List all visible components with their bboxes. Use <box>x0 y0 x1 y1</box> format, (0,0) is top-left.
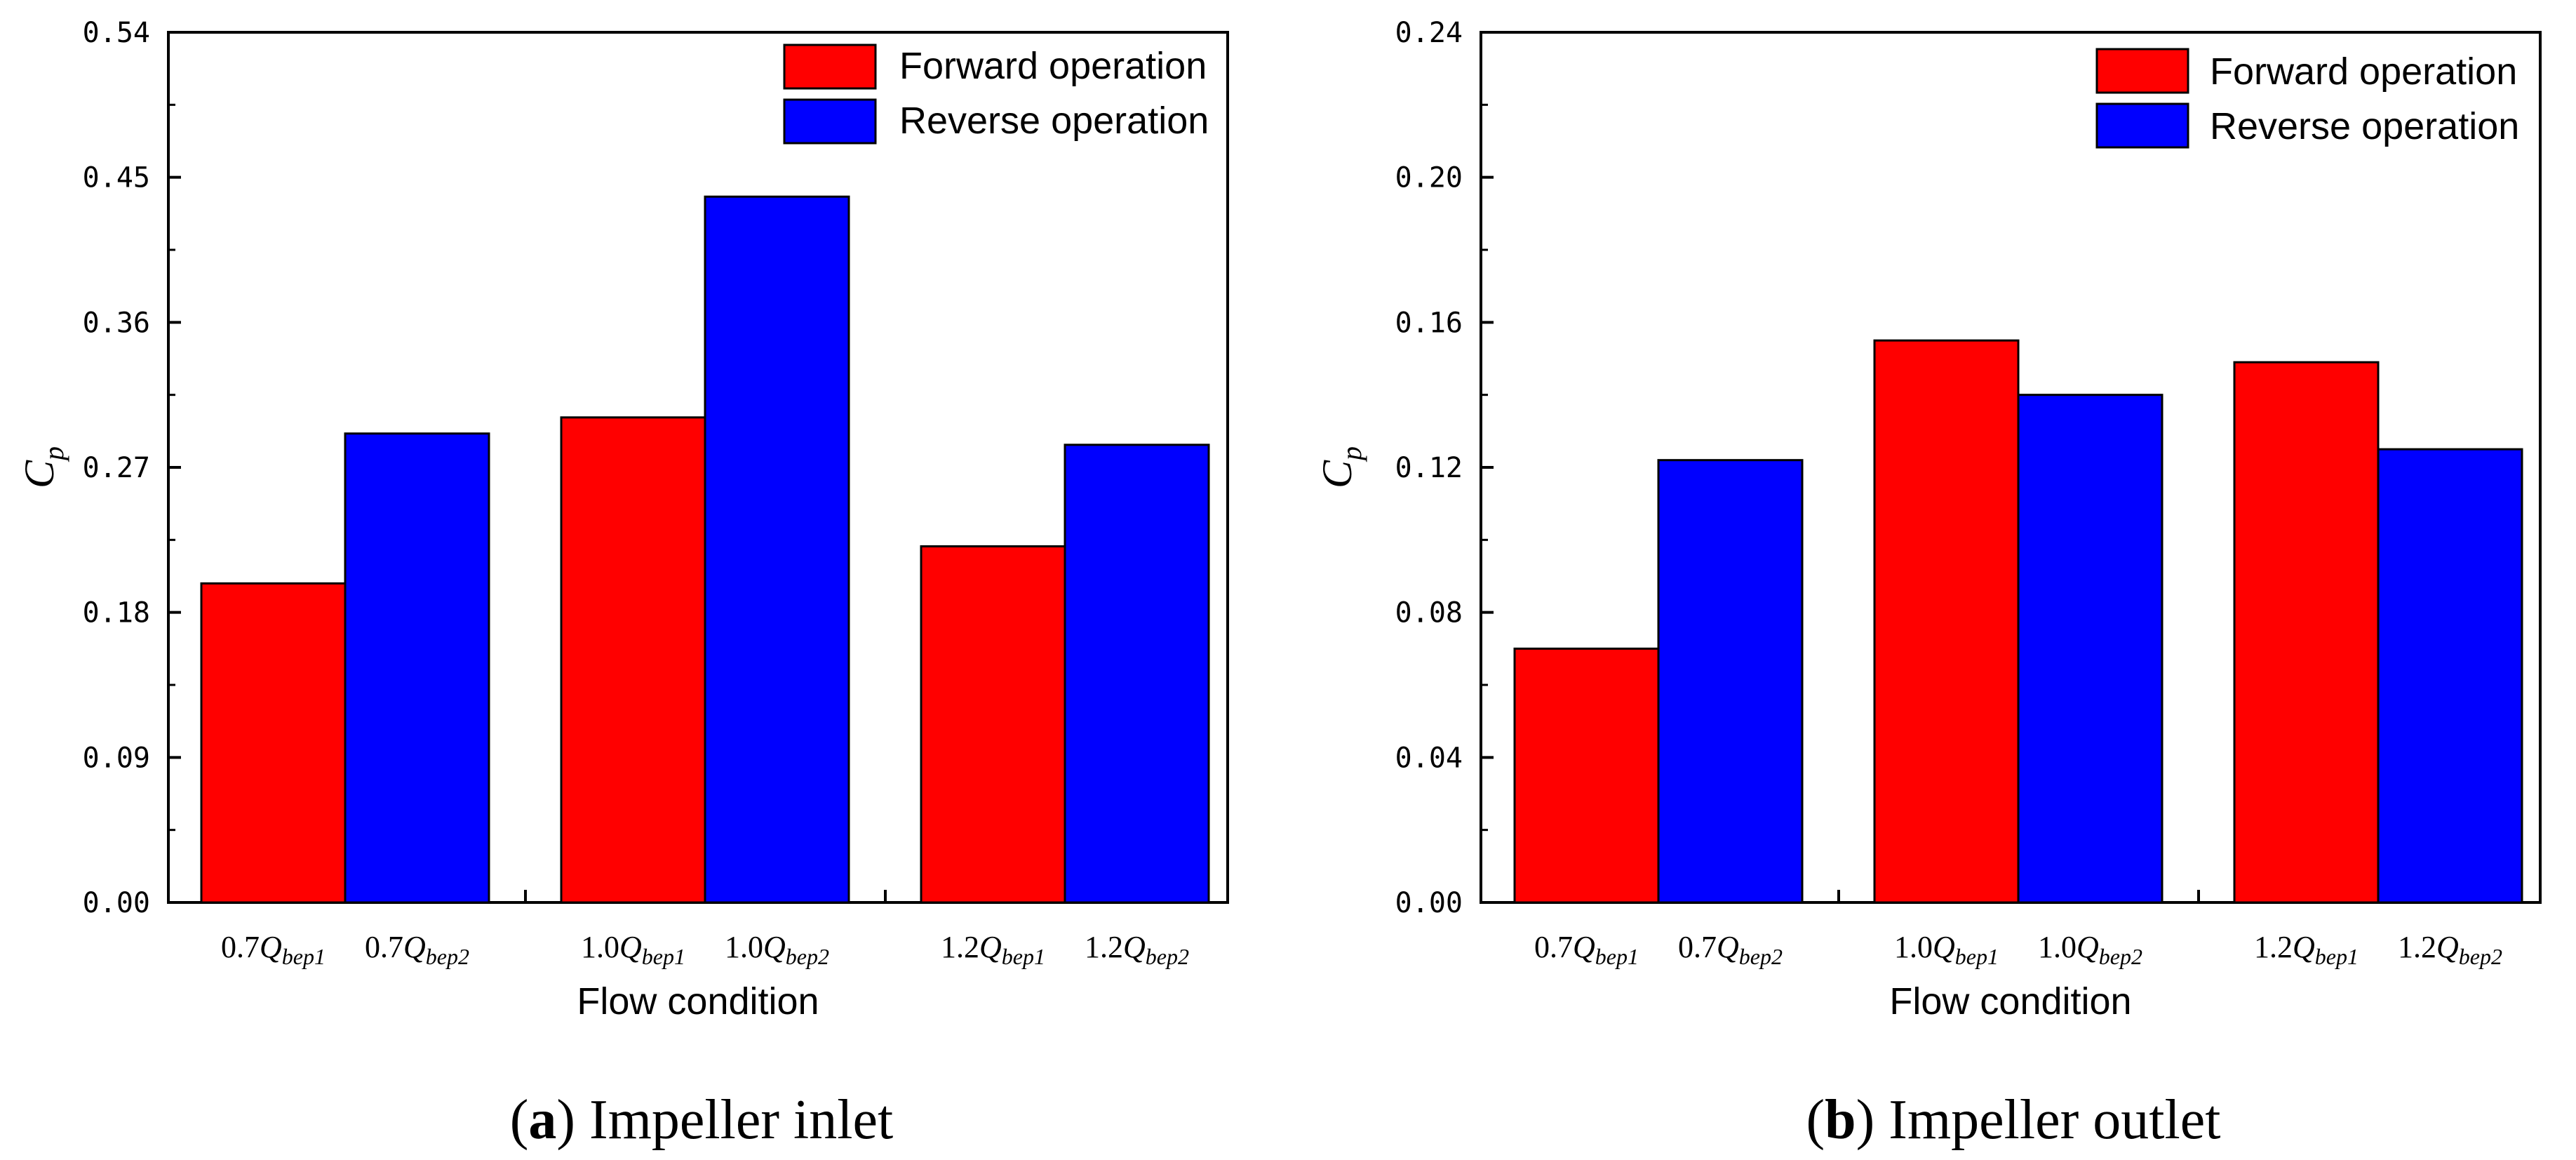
panel-caption: (b) Impeller outlet <box>1806 1089 2221 1151</box>
y-tick-label: 0.08 <box>1395 597 1463 629</box>
y-tick-label: 0.24 <box>1395 17 1463 49</box>
legend: Forward operation Reverse operation <box>783 44 1209 145</box>
bar-reverse-0.7 <box>1657 459 1804 904</box>
legend-label-forward: Forward operation <box>2210 51 2517 93</box>
category-label: 1.2Qbep2 <box>2398 930 2502 969</box>
y-tick-label: 0.20 <box>1395 162 1463 194</box>
legend-swatch-forward <box>2095 48 2189 94</box>
legend-swatch-forward <box>783 44 877 90</box>
y-tick-label: 0.54 <box>83 17 150 49</box>
category-label: 1.0Qbep2 <box>2038 930 2142 969</box>
bar-reverse-0.7 <box>344 432 490 904</box>
category-label: 0.7Qbep2 <box>1678 930 1783 969</box>
bar-forward-1.2 <box>2233 361 2380 904</box>
panel-caption: (a) Impeller inlet <box>510 1089 893 1151</box>
category-label: 0.7Qbep1 <box>1534 930 1639 969</box>
x-axis-title: Flow condition <box>577 980 819 1022</box>
y-tick-label: 0.04 <box>1395 742 1463 774</box>
legend: Forward operation Reverse operation <box>2095 48 2519 149</box>
y-tick-label: 0.36 <box>83 307 150 339</box>
bar-forward-0.7 <box>200 582 347 904</box>
x-axis-title: Flow condition <box>1889 980 2131 1022</box>
y-axis-ticks: 0.00 0.09 0.18 0.27 0.36 0.45 0.54 <box>83 17 887 919</box>
category-label: 0.7Qbep2 <box>365 930 469 969</box>
y-tick-label: 0.12 <box>1395 452 1463 484</box>
category-labels: 0.7Qbep1 0.7Qbep2 1.0Qbep1 1.0Qbep2 1.2Qbep1… <box>221 930 1189 969</box>
y-tick-label: 0.45 <box>83 162 150 194</box>
legend-label-forward: Forward operation <box>899 45 1207 87</box>
legend-swatch-reverse <box>783 98 877 145</box>
bars <box>1513 339 2523 904</box>
chart-panel-outlet: 0.000.040.080.120.160.200.24 0.7Qbep1 0.7… <box>1314 17 2542 1151</box>
y-axis-title: Cp <box>1314 446 1367 488</box>
legend-swatch-reverse <box>2095 102 2189 149</box>
y-axis-title: Cp <box>16 446 69 488</box>
bar-forward-1.0 <box>560 416 706 904</box>
bar-reverse-1.0 <box>704 195 850 904</box>
category-label: 1.0Qbep1 <box>1894 930 1999 969</box>
category-label: 1.2Qbep2 <box>1085 930 1189 969</box>
chart-panel-inlet: 0.000.090.180.270.360.450.54 0.7Qbep1 0.7… <box>16 17 1229 1151</box>
y-tick-label: 0.27 <box>83 452 150 484</box>
bar-forward-1.0 <box>1873 339 2020 904</box>
category-labels: 0.7Qbep1 0.7Qbep2 1.0Qbep1 1.0Qbep2 1.2Qbep1… <box>1534 930 2502 969</box>
category-label: 1.2Qbep1 <box>941 930 1045 969</box>
legend-label-reverse: Reverse operation <box>2210 105 2519 147</box>
y-tick-label: 0.00 <box>1395 887 1463 919</box>
category-label: 0.7Qbep1 <box>221 930 326 969</box>
bars <box>200 195 1210 904</box>
category-label: 1.0Qbep2 <box>725 930 829 969</box>
y-tick-label: 0.09 <box>83 742 150 774</box>
category-label: 1.2Qbep1 <box>2254 930 2359 969</box>
bar-reverse-1.0 <box>2017 394 2164 904</box>
y-axis-ticks: 0.00 0.04 0.08 0.12 0.16 0.20 0.24 <box>1395 17 2200 919</box>
bar-forward-0.7 <box>1513 647 1660 904</box>
bar-reverse-1.2 <box>2377 448 2523 904</box>
bar-reverse-1.2 <box>1064 444 1210 904</box>
y-tick-label: 0.16 <box>1395 307 1463 339</box>
bar-forward-1.2 <box>920 545 1066 904</box>
legend-label-reverse: Reverse operation <box>899 100 1209 142</box>
category-label: 1.0Qbep1 <box>581 930 685 969</box>
y-tick-label: 0.00 <box>83 887 150 919</box>
y-tick-label: 0.18 <box>83 597 150 629</box>
